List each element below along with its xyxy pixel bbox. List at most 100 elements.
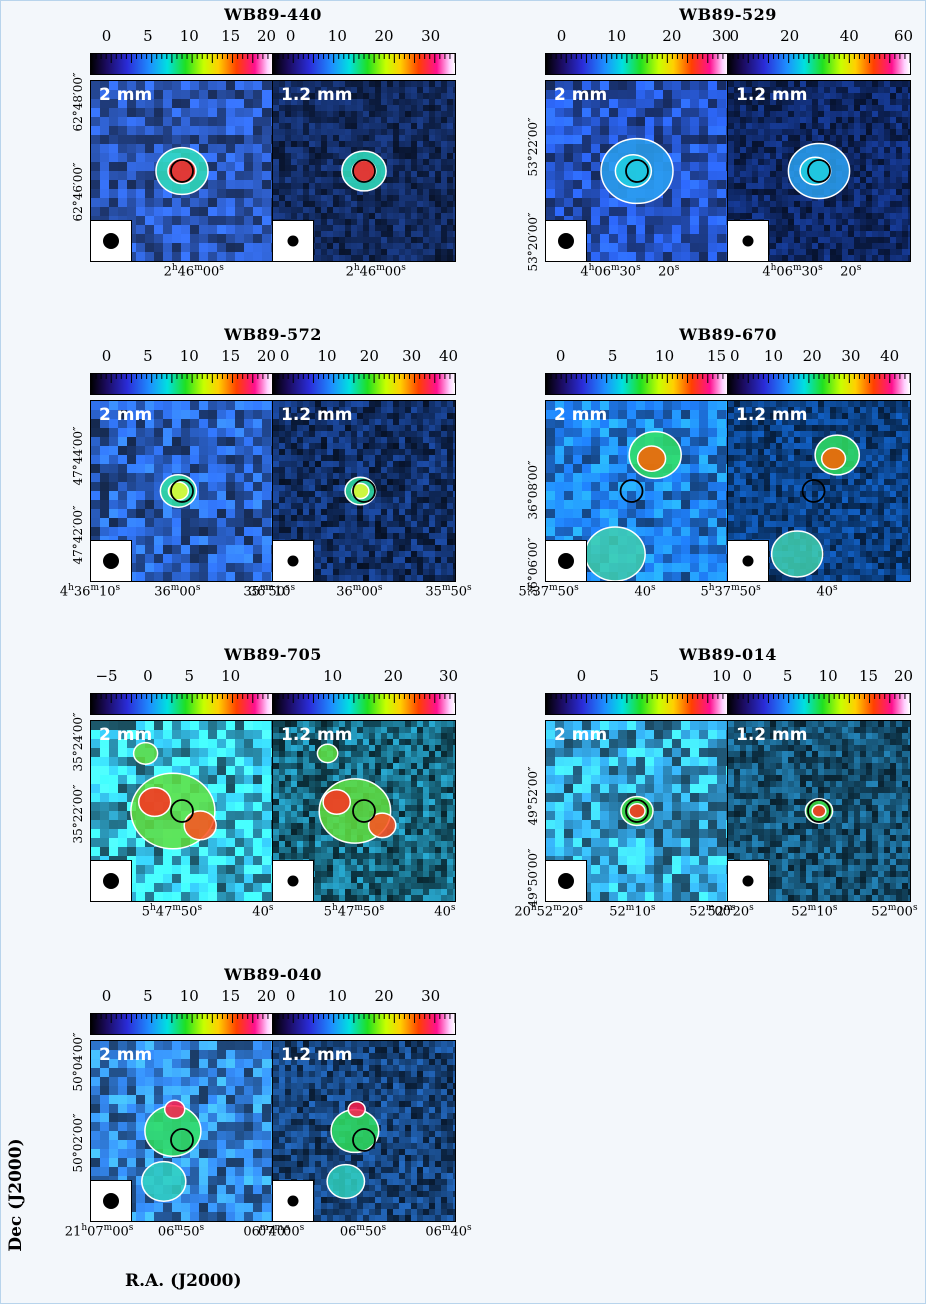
intensity-map: 2 mm	[90, 400, 274, 582]
source-title: WB89-705	[224, 645, 322, 664]
ra-tick-labels: 4h06m30s 20s	[727, 263, 911, 281]
map-panel-2mm: 0 5 10 15 20 2 mm 2h46m00s 62°48′00″ 62°46′00″	[71, 27, 276, 281]
colorbar-tick-label: 20	[662, 27, 682, 45]
beam-size-box	[91, 540, 132, 581]
ra-tick-label: 36m10s	[248, 583, 296, 600]
dec-tick-label: 35°22′00″	[71, 784, 85, 844]
ra-tick-label: 20s	[658, 263, 680, 280]
colorbar	[272, 1013, 456, 1035]
map-panel-1-2mm: 0 20 40 60 1.2 mm 4h06m30s 20s	[727, 27, 913, 281]
colorbar-tick-label: 10	[179, 27, 199, 45]
colorbar-tick-label: 20	[893, 667, 914, 685]
intensity-map: 1.2 mm	[727, 720, 911, 902]
beam-ellipse	[103, 233, 119, 249]
beam-size-box	[273, 220, 314, 261]
ra-tick-label: 2h46m00s	[345, 263, 406, 280]
colorbar-tick-label: 30	[402, 347, 422, 365]
colorbar-tick-label: 40	[438, 347, 459, 365]
ra-tick-labels: 5h37m50s 40s	[700, 583, 911, 601]
ra-tick-label: 20s	[840, 263, 862, 280]
ra-tick-label: 52m20s	[707, 903, 754, 920]
beam-ellipse	[558, 233, 574, 249]
beam-size-box	[91, 220, 132, 261]
band-label: 2 mm	[554, 405, 608, 425]
colorbar-tick-labels: 0 5 10 15 20	[90, 987, 276, 1007]
colorbar-tick-label: 5	[607, 347, 618, 365]
colorbar	[90, 53, 274, 75]
source-position-circle	[625, 799, 649, 823]
band-label: 1.2 mm	[281, 85, 353, 105]
source-title: WB89-040	[224, 965, 322, 984]
colorbar-tick-label: 15	[221, 27, 241, 45]
ra-tick-label: 5h47m50s	[141, 903, 203, 920]
colorbar-tick-label: 5	[143, 347, 153, 365]
map-panel-2mm: 0 10 20 30 2 mm 4h06m30s 20s 53°22′00″ 53°20′00″	[526, 27, 731, 281]
map-panel-1-2mm: 0 10 20 30 1.2 mm 2h46m00s	[272, 27, 456, 280]
band-label: 1.2 mm	[281, 1045, 353, 1065]
colorbar-tick-label: 0	[285, 987, 296, 1005]
colorbar-tick-label: 15	[707, 347, 727, 365]
ra-tick-labels: 4h06m30s 20s	[545, 263, 729, 281]
band-label: 2 mm	[554, 725, 608, 745]
source-position-circle	[807, 799, 831, 823]
colorbar-tick-label: 20	[374, 27, 394, 45]
colorbar-tick-labels: 0 10 20 30	[272, 27, 456, 47]
source-position-circle	[170, 1128, 194, 1152]
source-emission	[344, 476, 377, 506]
map-panel-1-2mm: 0 5 10 15 20 1.2 mm 52m20s 52m10s 52m00s	[707, 667, 917, 921]
colorbar-tick-label: 20	[256, 347, 277, 365]
colorbar	[90, 693, 274, 715]
ra-tick-labels: 2h46m00s	[90, 263, 274, 281]
source-emission	[316, 743, 397, 844]
colorbar-tick-label: 5	[143, 987, 153, 1005]
map-panel-2mm: −5 0 5 10 2 mm 5h47m50s 40s 35°24′00″ 35°22′00″	[71, 667, 274, 921]
colorbar	[545, 53, 729, 75]
dec-tick-label: 35°24′00″	[71, 712, 85, 772]
source-emission	[159, 474, 198, 508]
band-label: 2 mm	[554, 85, 608, 105]
ra-tick-label: 40s	[434, 903, 456, 920]
source-position-circle	[801, 479, 826, 503]
source-emission	[620, 795, 654, 827]
beam-ellipse	[742, 235, 754, 247]
dec-tick-label: 49°52′00″	[526, 766, 540, 826]
colorbar-tick-label: 0	[742, 667, 752, 685]
colorbar-tick-labels: 10 20 30	[272, 667, 458, 687]
colorbar	[545, 693, 729, 715]
colorbar-tick-labels: 0 5 10	[545, 667, 731, 687]
colorbar	[90, 1013, 274, 1035]
source-emission	[141, 1099, 202, 1202]
ra-tick-labels: 5h47m50s 40s	[90, 903, 274, 921]
colorbar-tick-label: 0	[285, 27, 296, 45]
intensity-map: 1.2 mm	[272, 1040, 456, 1222]
colorbar-tick-label: 10	[317, 347, 337, 365]
beam-size-box	[91, 860, 132, 901]
ra-tick-label: 2h46m00s	[163, 263, 224, 280]
map-panel-1-2mm: 10 20 30 1.2 mm 5h47m50s 40s	[272, 667, 458, 920]
colorbar-tick-label: 10	[221, 667, 241, 685]
colorbar	[272, 373, 456, 395]
beam-ellipse	[287, 875, 299, 887]
map-panel-2mm: 0 5 10 2 mm 20h52m20s 52m10s 52m00s 49°52′00″ 49…	[514, 667, 735, 921]
beam-size-box	[728, 860, 769, 901]
intensity-map: 1.2 mm	[727, 400, 911, 582]
dec-tick-label: 50°02′00″	[71, 1113, 85, 1173]
colorbar-tick-label: 10	[179, 987, 199, 1005]
source-figure-wb89-040: WB89-040 0 5 10 15 20 2 mm 21h07m00s 06m50s 06m40…	[65, 965, 472, 1265]
beam-size-box	[273, 540, 314, 581]
colorbar	[727, 693, 911, 715]
colorbar-tick-label: 0	[279, 347, 290, 365]
colorbar	[272, 53, 456, 75]
colorbar-tick-label: 10	[327, 987, 347, 1005]
beam-ellipse	[103, 1193, 119, 1209]
source-position-circle	[352, 799, 376, 823]
ra-tick-labels: 52m20s 52m10s 52m00s	[707, 903, 917, 921]
intensity-map: 2 mm	[545, 80, 729, 262]
intensity-map: 2 mm	[545, 400, 729, 582]
dec-tick-label: 47°42′00″	[71, 505, 85, 565]
source-title: WB89-670	[679, 325, 777, 344]
ra-tick-labels: 20h52m20s 52m10s 52m00s	[514, 903, 735, 921]
ra-tick-label: 52m10s	[791, 903, 838, 920]
colorbar-tick-labels: 0 5 10 15 20	[90, 347, 277, 367]
ra-tick-label: 06m50s	[339, 1223, 387, 1240]
